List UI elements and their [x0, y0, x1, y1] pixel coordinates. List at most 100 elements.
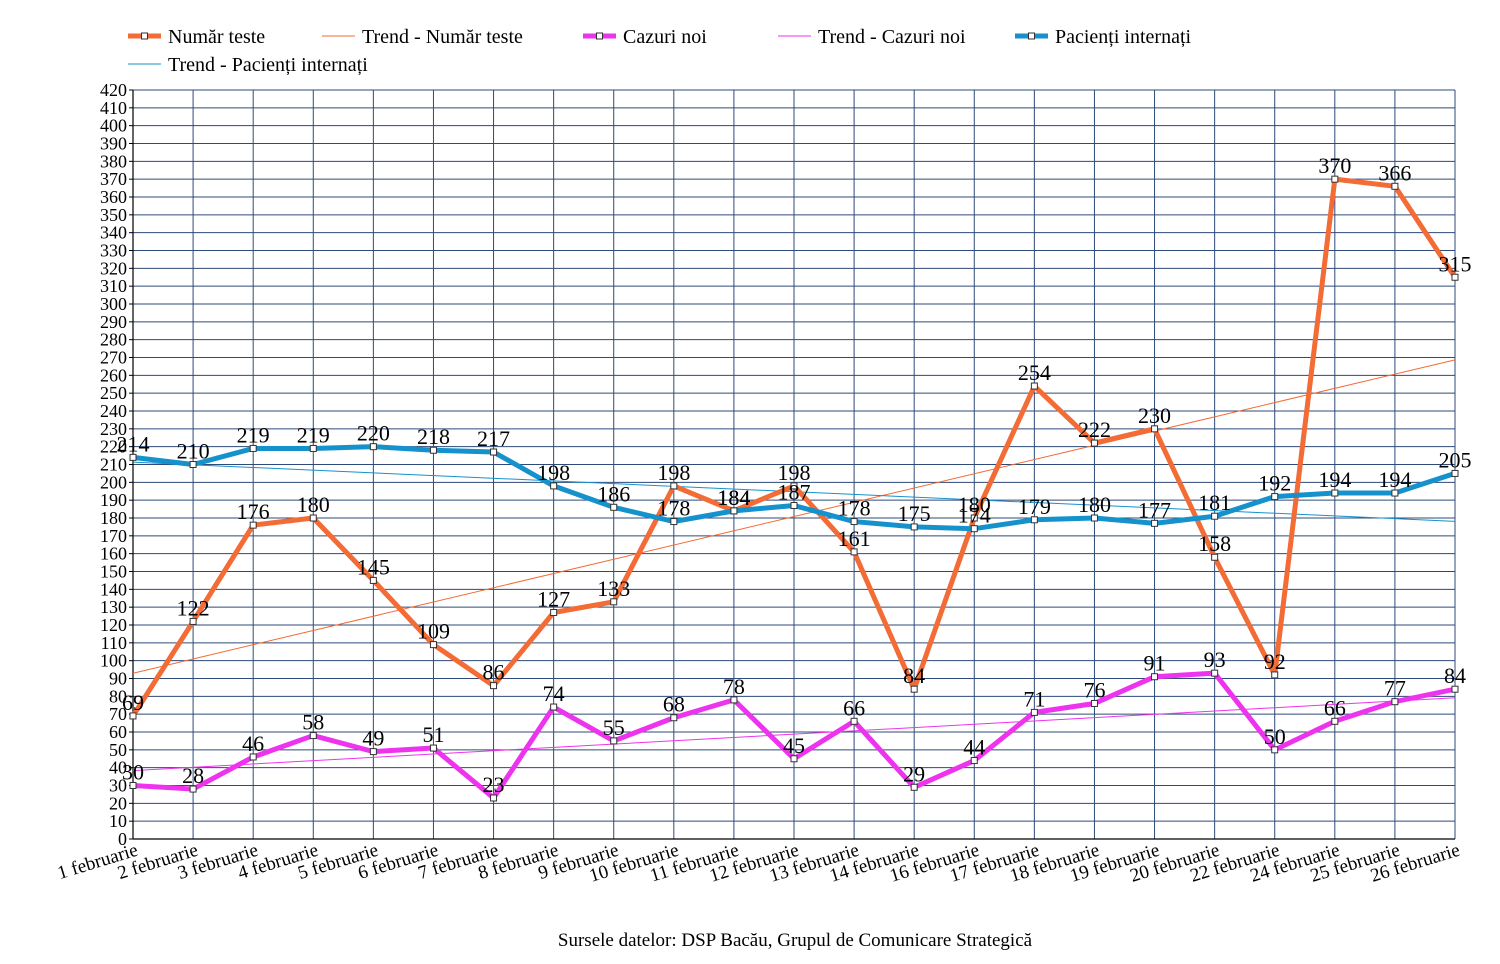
data-point [730, 696, 738, 704]
y-tick-label: 20 [109, 793, 127, 813]
data-point [670, 482, 678, 490]
data-point [790, 755, 798, 763]
legend-marker [141, 32, 148, 40]
data-label: 194 [1318, 467, 1351, 492]
data-label: 76 [1083, 677, 1105, 702]
data-label: 174 [958, 503, 991, 528]
data-label: 177 [1138, 497, 1171, 522]
data-point [970, 525, 978, 533]
data-point [309, 444, 317, 452]
data-point [129, 453, 137, 461]
data-point [550, 609, 558, 617]
y-tick-label: 200 [100, 472, 127, 492]
data-label: 28 [182, 763, 204, 788]
y-tick-label: 330 [100, 241, 127, 261]
data-label: 84 [1444, 663, 1466, 688]
data-point [1331, 717, 1339, 725]
data-label: 23 [483, 772, 505, 797]
data-point [1151, 519, 1159, 527]
data-label: 45 [783, 733, 805, 758]
y-tick-label: 230 [100, 419, 127, 439]
data-label: 30 [122, 760, 144, 785]
y-tick-label: 170 [100, 526, 127, 546]
data-label: 158 [1198, 531, 1231, 556]
data-point [1090, 439, 1098, 447]
y-tick-label: 270 [100, 348, 127, 368]
data-label: 175 [898, 501, 931, 526]
data-point [970, 757, 978, 765]
data-label: 66 [843, 695, 865, 720]
trend-line [132, 359, 1456, 674]
y-tick-label: 210 [100, 455, 127, 475]
y-tick-label: 0 [118, 829, 127, 849]
y-tick-label: 260 [100, 365, 127, 385]
legend-label: Pacienți internați [1055, 26, 1192, 48]
data-label: 198 [778, 460, 811, 485]
data-point [1211, 553, 1219, 561]
y-tick-label: 70 [109, 704, 127, 724]
data-point [1030, 516, 1038, 524]
data-point [550, 703, 558, 711]
data-point [490, 448, 498, 456]
data-point [910, 523, 918, 531]
data-label: 205 [1439, 447, 1472, 472]
y-tick-label: 360 [100, 187, 127, 207]
y-tick-label: 50 [109, 740, 127, 760]
data-label: 66 [1324, 695, 1346, 720]
data-point [1030, 382, 1038, 390]
data-point [369, 443, 377, 451]
data-label: 58 [302, 710, 324, 735]
data-label: 210 [177, 439, 210, 464]
data-label: 366 [1378, 160, 1411, 185]
data-label: 46 [242, 731, 264, 756]
data-label: 49 [362, 726, 384, 751]
data-point [610, 737, 618, 745]
data-point [429, 744, 437, 752]
data-label: 133 [597, 576, 630, 601]
y-tick-label: 110 [101, 633, 127, 653]
data-label: 214 [117, 431, 150, 456]
data-point [850, 717, 858, 725]
data-label: 68 [663, 692, 685, 717]
data-label: 127 [537, 587, 570, 612]
y-tick-label: 190 [100, 490, 127, 510]
y-tick-label: 140 [100, 579, 127, 599]
data-point [730, 507, 738, 515]
data-label: 217 [477, 426, 510, 451]
data-point [850, 548, 858, 556]
data-point [369, 748, 377, 756]
y-tick-label: 410 [100, 98, 127, 118]
data-label: 86 [483, 660, 505, 685]
data-point [1211, 512, 1219, 520]
legend-label: Cazuri noi [623, 26, 707, 48]
y-tick-label: 250 [100, 383, 127, 403]
y-tick-label: 40 [109, 758, 127, 778]
data-label: 198 [537, 460, 570, 485]
data-label: 184 [717, 485, 750, 510]
legend-label: Trend - Cazuri noi [818, 26, 966, 48]
y-tick-label: 180 [100, 508, 127, 528]
y-tick-label: 280 [100, 330, 127, 350]
data-point [309, 514, 317, 522]
data-point [790, 482, 798, 490]
data-point [189, 617, 197, 625]
y-tick-label: 300 [100, 294, 127, 314]
data-label: 178 [838, 496, 871, 521]
data-point [1451, 469, 1459, 477]
y-tick-label: 160 [100, 544, 127, 564]
data-point [1271, 671, 1279, 679]
data-point [1451, 273, 1459, 281]
data-point [309, 732, 317, 740]
data-label: 315 [1439, 251, 1472, 276]
y-tick-label: 100 [100, 651, 127, 671]
data-label: 218 [417, 424, 450, 449]
y-tick-label: 90 [109, 669, 127, 689]
data-point [1391, 182, 1399, 190]
y-tick-label: 420 [100, 80, 127, 100]
data-point [429, 641, 437, 649]
y-tick-label: 320 [100, 258, 127, 278]
source-note: Sursele datelor: DSP Bacău, Grupul de Co… [557, 930, 1033, 951]
data-point [670, 714, 678, 722]
data-label: 198 [657, 460, 690, 485]
